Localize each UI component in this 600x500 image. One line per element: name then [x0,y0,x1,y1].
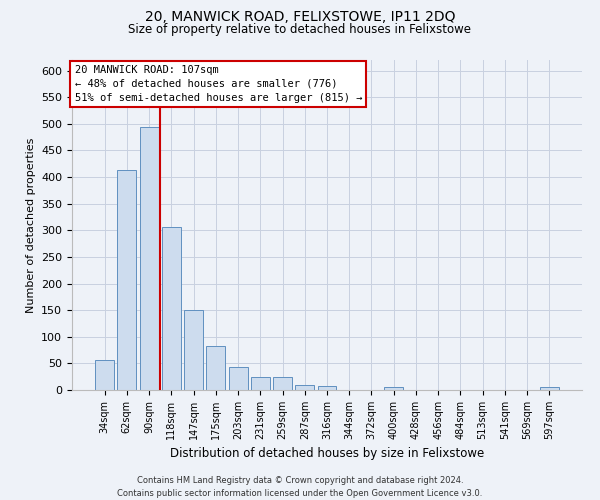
Bar [295,384,314,390]
Bar [384,388,403,390]
X-axis label: Distribution of detached houses by size in Felixstowe: Distribution of detached houses by size … [170,448,484,460]
Bar [229,366,248,390]
Bar [140,126,158,390]
Text: Size of property relative to detached houses in Felixstowe: Size of property relative to detached ho… [128,22,472,36]
Text: 20, MANWICK ROAD, FELIXSTOWE, IP11 2DQ: 20, MANWICK ROAD, FELIXSTOWE, IP11 2DQ [145,10,455,24]
Bar [317,386,337,390]
Text: Contains HM Land Registry data © Crown copyright and database right 2024.
Contai: Contains HM Land Registry data © Crown c… [118,476,482,498]
Bar [206,346,225,390]
Bar [251,376,270,390]
Bar [273,376,292,390]
Bar [118,170,136,390]
Text: 20 MANWICK ROAD: 107sqm
← 48% of detached houses are smaller (776)
51% of semi-d: 20 MANWICK ROAD: 107sqm ← 48% of detache… [74,65,362,103]
Bar [540,388,559,390]
Bar [184,310,203,390]
Bar [162,226,181,390]
Bar [95,360,114,390]
Y-axis label: Number of detached properties: Number of detached properties [26,138,35,312]
